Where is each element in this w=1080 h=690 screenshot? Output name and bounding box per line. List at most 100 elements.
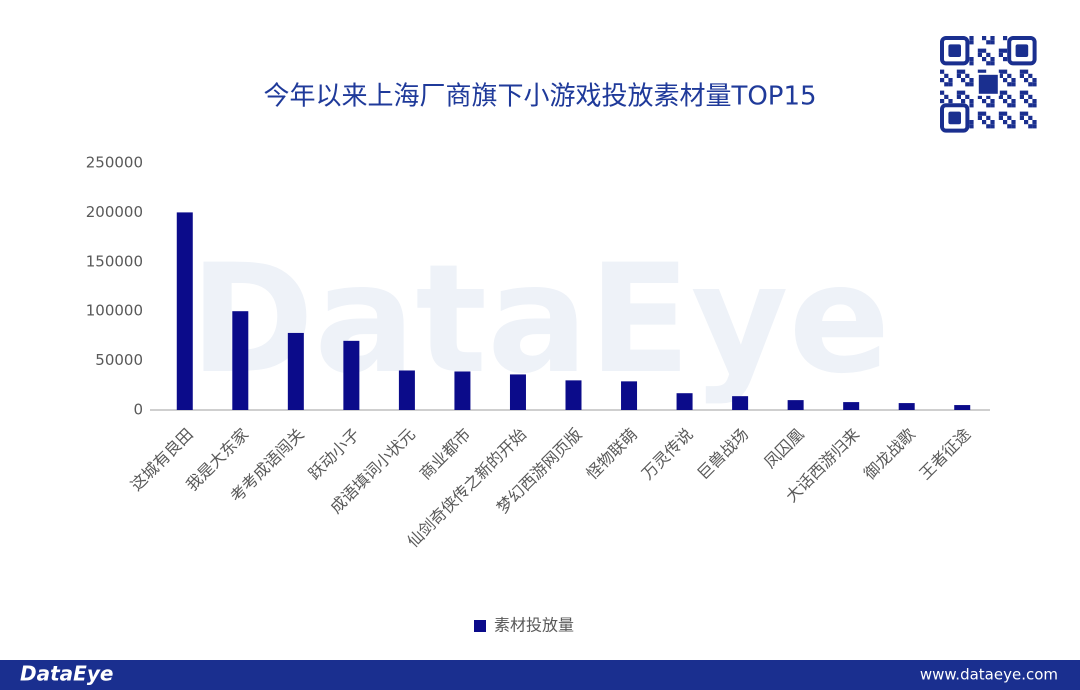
- qr-finder: [948, 44, 961, 57]
- bar: [454, 371, 471, 410]
- qr-cell: [986, 52, 991, 57]
- qr-cell: [1028, 115, 1033, 120]
- qr-cell: [986, 115, 991, 120]
- qr-cell: [990, 40, 995, 45]
- qr-cell: [1011, 78, 1016, 83]
- bar: [787, 400, 804, 410]
- qr-cell: [969, 103, 974, 108]
- qr-cell: [1003, 57, 1008, 62]
- qr-cell: [1024, 120, 1029, 125]
- bar: [343, 340, 360, 410]
- qr-cell: [969, 124, 974, 129]
- qr-cell: [961, 78, 966, 83]
- qr-cell: [1011, 82, 1016, 87]
- qr-cell: [1019, 90, 1024, 95]
- qr-cell: [1003, 48, 1008, 53]
- qr-cell: [969, 99, 974, 104]
- qr-cell: [1019, 94, 1024, 99]
- qr-cell: [956, 73, 961, 78]
- bar: [732, 396, 749, 410]
- qr-cell: [1019, 69, 1024, 74]
- qr-cell: [965, 82, 970, 87]
- qr-cell: [990, 36, 995, 41]
- qr-cell: [982, 111, 987, 116]
- qr-cell: [969, 36, 974, 41]
- qr-cell: [1019, 115, 1024, 120]
- y-tick-label: 0: [133, 401, 143, 419]
- qr-cell: [944, 73, 949, 78]
- y-tick-label: 150000: [86, 252, 143, 270]
- qr-cell: [961, 69, 966, 74]
- qr-cell: [982, 36, 987, 41]
- bar: [565, 380, 582, 410]
- qr-cell: [998, 73, 1003, 78]
- bar: [232, 311, 249, 410]
- qr-cell: [982, 99, 987, 104]
- qr-cell: [982, 120, 987, 125]
- qr-cell: [998, 111, 1003, 116]
- qr-cell: [961, 90, 966, 95]
- qr-cell: [965, 73, 970, 78]
- qr-cell: [1032, 120, 1037, 125]
- qr-cell: [1032, 99, 1037, 104]
- qr-cell: [1024, 69, 1029, 74]
- qr-cell: [977, 111, 982, 116]
- qr-cell: [1007, 82, 1012, 87]
- qr-cell: [990, 124, 995, 129]
- qr-cell: [969, 57, 974, 62]
- qr-cell: [1028, 94, 1033, 99]
- qr-cell: [1032, 124, 1037, 129]
- qr-cell: [969, 40, 974, 45]
- qr-cell: [1028, 103, 1033, 108]
- qr-cell: [956, 69, 961, 74]
- qr-cell: [1007, 115, 1012, 120]
- qr-cell: [948, 78, 953, 83]
- qr-cell: [1032, 103, 1037, 108]
- qr-cell: [940, 69, 945, 74]
- legend-label: 素材投放量: [494, 616, 574, 635]
- bar: [843, 402, 860, 410]
- qr-cell: [940, 78, 945, 83]
- qr-cell: [1024, 90, 1029, 95]
- qr-cell: [1007, 124, 1012, 129]
- qr-cell: [986, 94, 991, 99]
- qr-cell: [940, 99, 945, 104]
- qr-cell: [948, 99, 953, 104]
- bar: [509, 374, 526, 410]
- qr-cell: [956, 90, 961, 95]
- qr-cell: [998, 69, 1003, 74]
- qr-cell: [965, 94, 970, 99]
- qr-cell: [1028, 124, 1033, 129]
- qr-cell: [977, 52, 982, 57]
- qr-cell: [998, 90, 1003, 95]
- qr-finder: [940, 103, 970, 133]
- qr-cell: [1003, 90, 1008, 95]
- qr-cell: [1019, 111, 1024, 116]
- qr-cell: [1019, 73, 1024, 78]
- qr-cell: [1024, 99, 1029, 104]
- qr-cell: [1011, 99, 1016, 104]
- qr-code: [940, 36, 1037, 133]
- qr-cell: [1003, 78, 1008, 83]
- qr-cell: [990, 61, 995, 66]
- qr-cell: [977, 48, 982, 53]
- bar: [898, 403, 915, 410]
- qr-cell: [986, 103, 991, 108]
- qr-cell: [1007, 103, 1012, 108]
- qr-cell: [998, 48, 1003, 53]
- qr-cell: [986, 124, 991, 129]
- qr-cell: [998, 94, 1003, 99]
- qr-logo: [976, 72, 1000, 96]
- qr-cell: [1011, 124, 1016, 129]
- bar: [621, 381, 638, 410]
- qr-cell: [1011, 120, 1016, 125]
- qr-finder: [1015, 44, 1029, 57]
- footer-url: www.dataeye.com: [920, 666, 1058, 684]
- qr-cell: [969, 82, 974, 87]
- footer-brand: DataEye: [20, 662, 113, 686]
- qr-cell: [1024, 111, 1029, 116]
- qr-cell: [1003, 99, 1008, 104]
- qr-cell: [940, 90, 945, 95]
- footer-bar: [0, 660, 1080, 690]
